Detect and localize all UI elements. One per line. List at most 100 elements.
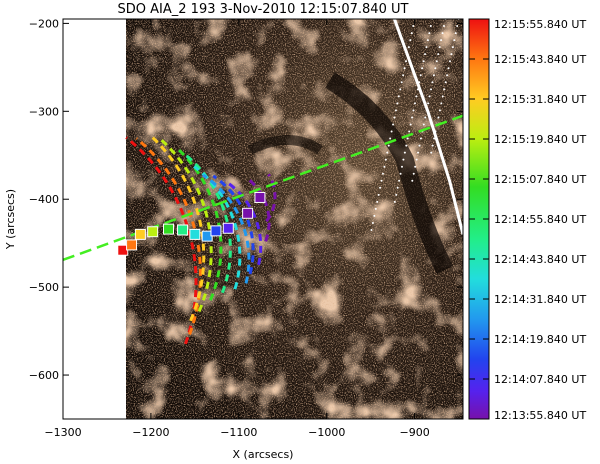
limb-dot bbox=[450, 53, 453, 56]
limb-dot bbox=[411, 179, 414, 182]
x-tick-label: −1300 bbox=[44, 426, 81, 439]
limb-dot bbox=[424, 116, 427, 119]
front-marker bbox=[177, 224, 189, 236]
limb-dot bbox=[446, 74, 449, 77]
limb-dot bbox=[377, 193, 380, 196]
limb-dot bbox=[427, 102, 430, 105]
solar-image bbox=[126, 19, 463, 419]
colorbar-label: 12:14:55.840 UT bbox=[494, 213, 586, 226]
limb-dot bbox=[437, 53, 440, 56]
front-arc bbox=[248, 178, 271, 242]
axis-ticks bbox=[62, 19, 463, 419]
limb-dot bbox=[447, 67, 450, 70]
limb-dot bbox=[394, 109, 397, 112]
limb-dot bbox=[448, 60, 451, 63]
colorbar-label: 12:15:07.840 UT bbox=[494, 173, 586, 186]
limb-dot bbox=[419, 74, 422, 77]
limb-dot bbox=[425, 46, 428, 49]
y-axis-label: Y (arcsecs) bbox=[4, 189, 17, 250]
y-tick-label: −500 bbox=[29, 281, 59, 294]
limb-dot bbox=[440, 39, 443, 42]
plot-frame bbox=[62, 18, 464, 420]
limb-dot bbox=[379, 186, 382, 189]
limb-dot bbox=[424, 53, 427, 56]
limb-dot bbox=[453, 39, 456, 42]
limb-dot bbox=[415, 95, 418, 98]
limb-dot bbox=[430, 88, 433, 91]
colorbar-label: 12:14:43.840 UT bbox=[494, 253, 586, 266]
front-arc bbox=[224, 179, 263, 266]
limb-dot bbox=[398, 179, 401, 182]
limb-dot bbox=[435, 60, 438, 63]
limb-dot bbox=[402, 158, 405, 161]
limb-dot bbox=[407, 46, 410, 49]
limb-dot bbox=[441, 32, 444, 35]
front-arc bbox=[193, 165, 242, 290]
limb-dot bbox=[428, 32, 431, 35]
limb-dot bbox=[405, 144, 408, 147]
limb-dot bbox=[403, 151, 406, 154]
limb-dot bbox=[387, 144, 390, 147]
limb-dot bbox=[428, 95, 431, 98]
limb-dot bbox=[422, 60, 425, 63]
limb-dot bbox=[411, 116, 414, 119]
colorbar-label: 12:14:07.840 UT bbox=[494, 373, 586, 386]
limb-dot bbox=[405, 60, 408, 63]
front-arc bbox=[125, 136, 198, 345]
limb-dot bbox=[376, 200, 379, 203]
limb-dot bbox=[403, 67, 406, 70]
limb-dot bbox=[399, 172, 402, 175]
limb-dot bbox=[386, 151, 389, 154]
limb-dot bbox=[412, 25, 415, 28]
limb-dot bbox=[399, 88, 402, 91]
image-noise bbox=[126, 19, 463, 419]
front-marker bbox=[126, 239, 138, 251]
front-marker bbox=[162, 223, 174, 235]
limb-dot bbox=[400, 165, 403, 168]
limb-dot bbox=[442, 25, 445, 28]
limb-dot bbox=[393, 200, 396, 203]
solar-limb bbox=[393, 19, 463, 235]
colorbar-label: 12:13:55.840 UT bbox=[494, 409, 586, 422]
limb-dot bbox=[434, 67, 437, 70]
front-arc bbox=[265, 173, 277, 223]
limb-dot bbox=[384, 158, 387, 161]
limb-dot bbox=[426, 39, 429, 42]
limb-dot bbox=[410, 32, 413, 35]
limb-dot bbox=[400, 81, 403, 84]
limb-dot bbox=[438, 46, 441, 49]
limb-dot bbox=[419, 137, 422, 140]
front-arc bbox=[185, 154, 232, 294]
limb-dot bbox=[418, 144, 421, 147]
limb-dot bbox=[409, 123, 412, 126]
limb-dot bbox=[393, 116, 396, 119]
limb-dot bbox=[380, 179, 383, 182]
limb-dot bbox=[370, 228, 373, 231]
front-arc bbox=[174, 145, 223, 301]
limb-dot bbox=[430, 151, 433, 154]
limb-dot bbox=[383, 165, 386, 168]
limb-dot bbox=[412, 172, 415, 175]
limb-dot bbox=[381, 172, 384, 175]
limb-dot bbox=[429, 25, 432, 28]
y-tick-label: −600 bbox=[29, 369, 59, 382]
limb-dot bbox=[408, 130, 411, 133]
colorbar-label: 12:15:43.840 UT bbox=[494, 53, 586, 66]
front-arc bbox=[202, 173, 251, 284]
limb-dot bbox=[395, 193, 398, 196]
limb-dot bbox=[392, 123, 395, 126]
limb-dot bbox=[437, 116, 440, 119]
limb-dot bbox=[412, 109, 415, 112]
limb-dot bbox=[422, 123, 425, 126]
front-marker bbox=[242, 207, 254, 219]
limb-dot bbox=[421, 67, 424, 70]
colorbar-label: 12:15:31.840 UT bbox=[494, 93, 586, 106]
limb-dot bbox=[396, 102, 399, 105]
front-markers bbox=[117, 191, 266, 256]
limb-dot bbox=[406, 137, 409, 140]
limb-dot bbox=[397, 95, 400, 98]
limb-dot bbox=[402, 74, 405, 77]
front-arc bbox=[160, 138, 213, 313]
x-tick-label: −1200 bbox=[132, 426, 169, 439]
